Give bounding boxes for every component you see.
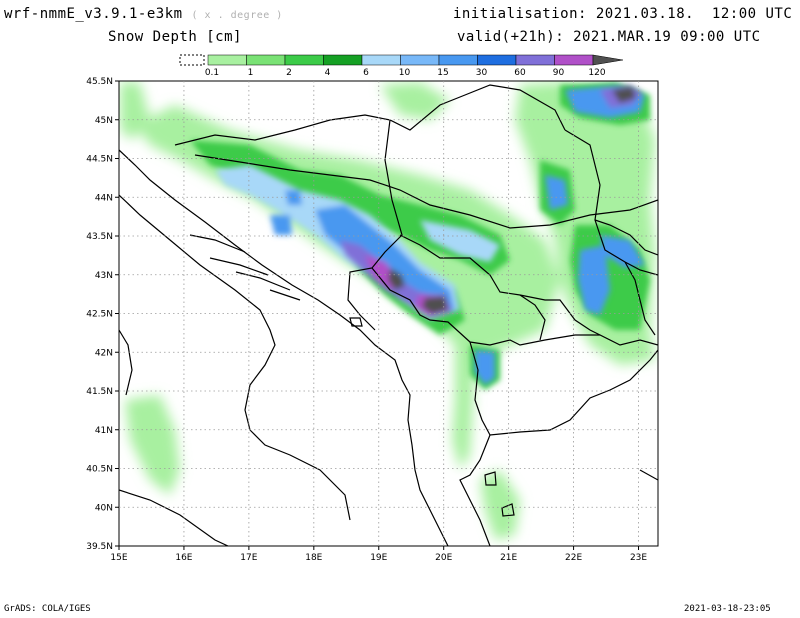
colorbar-legend: 0.1 1 2 4 6 10 15 30 60 90 120 [179, 54, 624, 78]
x-tick-label: 16E [175, 553, 192, 563]
y-tick-label: 44.5N [86, 155, 113, 165]
valid-time: valid(+21h): 2021.MAR.19 09:00 UTC [457, 29, 761, 45]
y-tick-label: 41N [95, 426, 113, 436]
colorbar-label: 10 [399, 68, 411, 78]
x-tick-label: 17E [240, 553, 257, 563]
colorbar-label: 15 [437, 68, 448, 78]
y-tick-label: 40N [95, 503, 113, 513]
y-tick-label: 45.5N [86, 77, 113, 87]
snow-depth-field [120, 82, 655, 540]
x-tick-label: 22E [565, 553, 582, 563]
x-tick-label: 20E [435, 553, 452, 563]
colorbar-segment [592, 54, 624, 66]
snow-depth-map: 15E 16E 17E 18E 19E 20E 21E 22E 23E 45.5N 45N 44.5N… [86, 77, 659, 563]
colorbar-label: 90 [553, 68, 565, 78]
y-tick-label: 43N [95, 271, 113, 281]
model-name: wrf-nmmE_v3.9.1-e3km [4, 6, 183, 22]
colorbar-label: 0.1 [205, 68, 219, 78]
y-tick-label: 45N [95, 116, 113, 126]
colorbar-label: 6 [363, 68, 369, 78]
colorbar-label: 4 [325, 68, 331, 78]
x-tick-label: 15E [110, 553, 127, 563]
grid-unit: ( x . degree ) [191, 10, 283, 21]
gridlines [119, 81, 658, 546]
y-tick-label: 44N [95, 193, 113, 203]
colorbar-label: 1 [248, 68, 254, 78]
y-tick-label: 41.5N [86, 387, 113, 397]
x-tick-label: 23E [630, 553, 647, 563]
colorbar-label: 120 [588, 68, 605, 78]
colorbar-label: 60 [514, 68, 526, 78]
axes: 15E 16E 17E 18E 19E 20E 21E 22E 23E 45.5N 45N 44.5N… [86, 77, 647, 563]
initialisation-time: initialisation: 2021.03.18. 12:00 UTC [453, 6, 793, 22]
footer-timestamp: 2021-03-18-23:05 [684, 604, 771, 614]
coastlines-and-borders [119, 84, 658, 546]
variable-title: Snow Depth [cm] [108, 29, 242, 45]
x-tick-label: 19E [370, 553, 387, 563]
model-title: wrf-nmmE_v3.9.1-e3km ( x . degree ) [4, 6, 283, 22]
y-tick-label: 42.5N [86, 310, 113, 320]
colorbar-below-min-box [179, 54, 205, 66]
footer-source: GrADS: COLA/IGES [4, 604, 91, 614]
snow-band-heavy [215, 85, 645, 385]
y-tick-label: 39.5N [86, 542, 113, 552]
colorbar-label: 2 [286, 68, 292, 78]
x-tick-label: 18E [305, 553, 322, 563]
y-tick-label: 42N [95, 348, 113, 358]
colorbar-label: 30 [476, 68, 488, 78]
y-tick-label: 40.5N [86, 465, 113, 475]
x-tick-label: 21E [500, 553, 517, 563]
y-tick-label: 43.5N [86, 232, 113, 242]
